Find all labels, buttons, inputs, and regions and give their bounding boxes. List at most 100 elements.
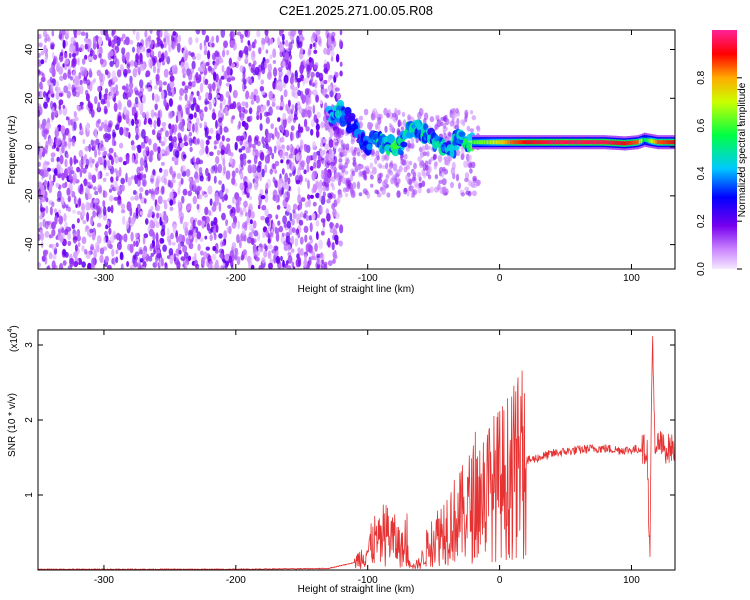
noise-speck [118,156,123,163]
noise-speck [180,177,184,185]
snr-plot-frame [37,329,676,571]
noise-speck [383,154,388,160]
noise-speck [273,145,277,154]
noise-speck [90,243,94,251]
noise-speck [100,121,105,129]
noise-speck [188,242,194,250]
noise-speck [139,157,144,167]
noise-speck [228,255,233,264]
noise-speck [138,186,144,193]
signal-cell [541,140,544,145]
noise-speck [142,178,147,187]
noise-speck [159,167,163,173]
x-tick-label: 0 [497,575,503,586]
signal-cell [527,140,531,145]
noise-speck [441,186,447,195]
noise-speck [336,92,342,100]
noise-speck [300,248,304,256]
noise-speck [63,85,69,94]
noise-speck [108,40,112,47]
noise-speck [43,179,48,186]
noise-speck [48,174,52,181]
noise-speck [257,246,261,254]
noise-speck [180,142,185,148]
noise-speck [113,38,118,43]
noise-speck [188,176,192,183]
noise-speck [324,94,330,99]
noise-speck [136,166,141,176]
noise-speck [312,42,316,48]
noise-speck [362,153,367,161]
noise-speck [71,138,76,147]
noise-speck [318,193,322,202]
snr-panel: -300 -200 -100 0 100 123 Height of straight … [7,325,676,595]
noise-speck [298,174,303,183]
noise-speck [269,38,274,45]
noise-speck [122,92,127,100]
noise-speck [94,133,98,139]
noise-speck [290,125,295,131]
noise-speck [407,142,412,149]
noise-speck [160,43,164,49]
noise-speck [245,77,250,82]
noise-speck [166,33,171,38]
noise-speck [405,173,411,182]
signal-cell [658,140,661,145]
noise-speck [268,262,273,269]
noise-speck [272,163,275,170]
noise-speck [238,148,243,153]
noise-speck [182,68,187,77]
noise-speck [242,222,247,229]
noise-speck [162,81,167,86]
noise-speck [41,197,45,203]
noise-speck [54,128,60,138]
noise-speck [248,141,252,148]
signal-cell [526,140,529,145]
noise-speck [157,195,163,205]
noise-speck [173,140,177,149]
noise-speck [156,38,162,45]
noise-speck [267,99,270,107]
noise-speck [388,170,393,176]
noise-speck [458,182,461,190]
noise-speck [313,171,318,179]
noise-speck [197,219,203,226]
noise-speck [93,54,98,60]
noise-speck [472,175,477,182]
noise-speck [161,211,165,222]
noise-speck [264,216,270,224]
noise-speck [295,130,300,139]
noise-speck [133,240,136,247]
noise-speck [218,233,223,239]
noise-speck [403,153,408,160]
noise-speck [122,233,128,242]
noise-speck [133,254,137,260]
noise-speck [195,72,199,81]
noise-speck [56,61,61,69]
noise-speck [171,241,176,246]
noise-speck [328,74,331,83]
noise-speck [260,195,266,200]
noise-speck [191,183,197,193]
noise-speck [324,182,330,188]
signal-cell [498,140,501,145]
signal-cell [536,140,539,145]
noise-speck [263,60,268,69]
noise-speck [318,239,323,250]
noise-speck [201,215,207,221]
noise-speck [323,79,328,85]
noise-speck [261,257,266,264]
noise-speck [151,92,155,101]
noise-speck [434,174,439,180]
noise-speck [265,49,269,54]
noise-speck [61,30,66,36]
noise-speck [274,169,278,175]
noise-speck [66,116,69,121]
signal-cell [661,140,664,145]
noise-speck [135,31,140,41]
noise-speck [231,63,236,68]
noise-speck [144,189,149,196]
noise-speck [195,263,200,269]
signal-cell [631,140,634,145]
noise-speck [97,156,103,163]
